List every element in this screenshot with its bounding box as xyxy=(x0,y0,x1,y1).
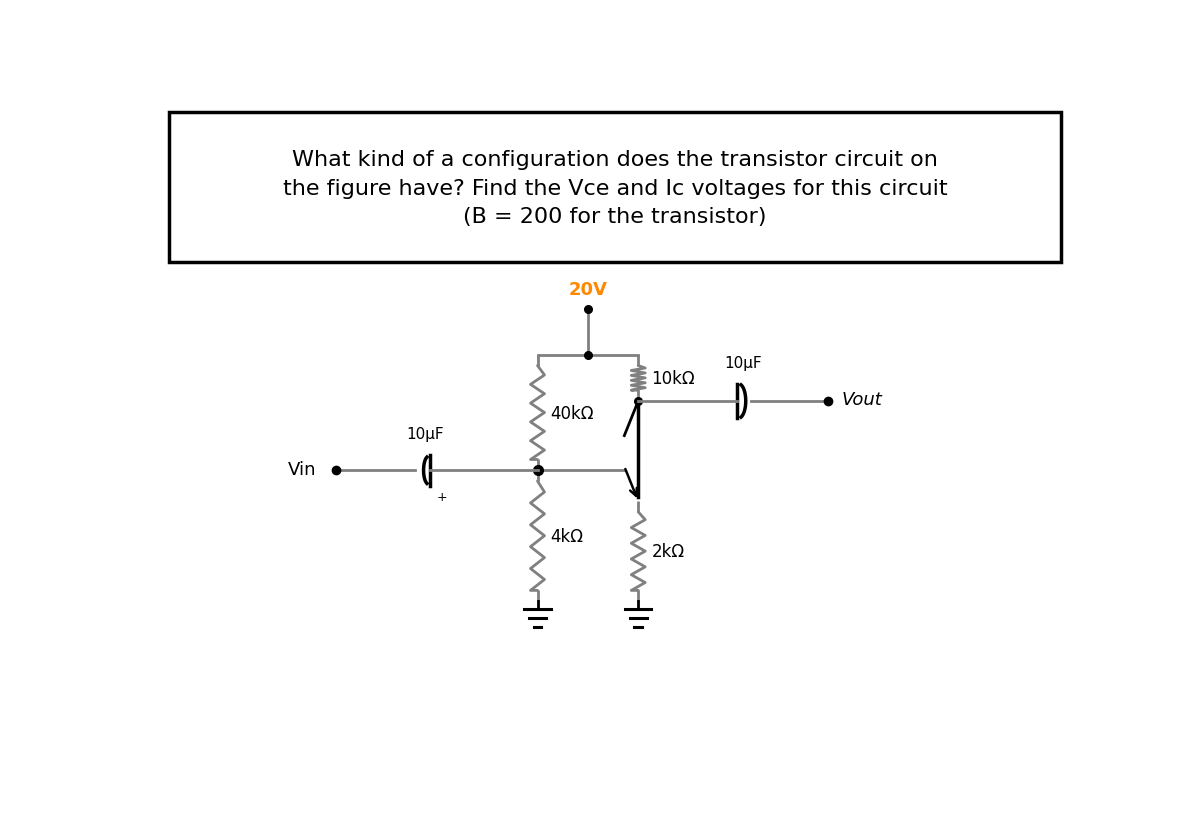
Text: 10kΩ: 10kΩ xyxy=(652,370,695,387)
Text: +: + xyxy=(437,490,446,503)
Text: Vout: Vout xyxy=(842,391,883,409)
Text: What kind of a configuration does the transistor circuit on
the figure have? Fin: What kind of a configuration does the tr… xyxy=(283,150,947,227)
Text: 10μF: 10μF xyxy=(407,427,444,442)
Text: 20V: 20V xyxy=(569,280,607,299)
Text: Vin: Vin xyxy=(288,460,317,478)
Text: 4kΩ: 4kΩ xyxy=(551,527,583,545)
Text: 40kΩ: 40kΩ xyxy=(551,404,594,422)
Text: 2kΩ: 2kΩ xyxy=(652,543,684,561)
Bar xyxy=(169,113,1061,263)
Text: 10μF: 10μF xyxy=(724,356,762,370)
